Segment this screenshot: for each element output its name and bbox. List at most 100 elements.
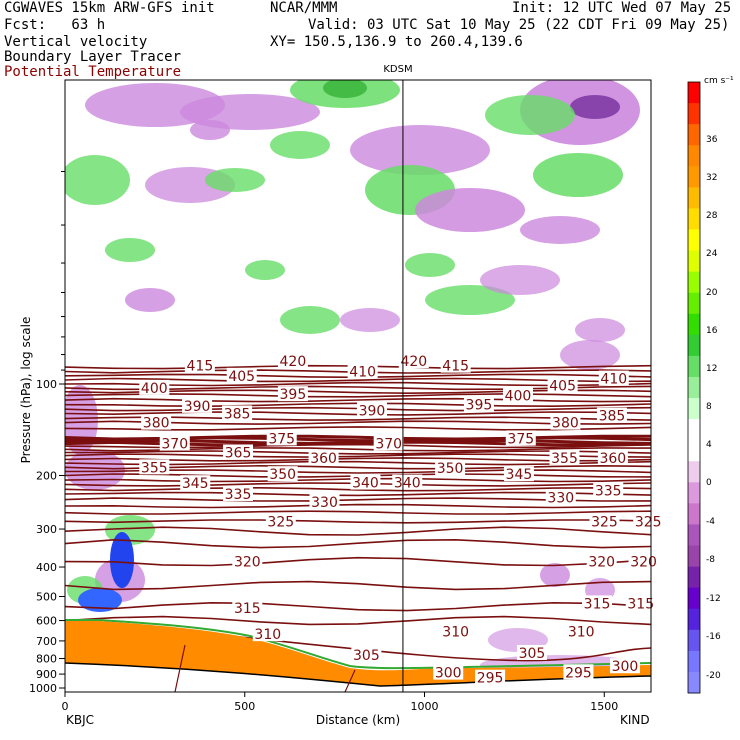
isentrope-label: 395 — [280, 387, 307, 403]
isentrope-label: 345 — [506, 467, 533, 483]
isentrope-label-bg — [277, 352, 308, 368]
isentrope-label-layer: 415 420 420 415 410 410 405 405 400 400 395 395 390 3… — [139, 352, 664, 687]
isentrope-label-bg — [141, 414, 172, 430]
isentrope-label-bg — [549, 449, 580, 465]
right-station-label: KIND — [620, 713, 650, 727]
axes-layer: 0 500 1000 15001002003004005006007008009001… — [29, 79, 652, 713]
colorbar-swatch — [688, 208, 700, 230]
colorbar-swatch — [688, 650, 700, 673]
colorbar-swatch — [688, 250, 700, 273]
colorbar-label: 0 — [706, 478, 712, 488]
velocity-shade — [280, 306, 340, 334]
isentrope-label: 335 — [225, 487, 252, 503]
velocity-shade — [520, 216, 600, 244]
isentrope-label-bg — [180, 475, 211, 491]
isentrope-label-bg — [356, 402, 387, 418]
isentrope-label: 415 — [187, 359, 214, 375]
colorbar-swatch — [688, 440, 700, 462]
section-endpoints: XY= 150.5,136.9 to 260.4,139.6 — [270, 34, 523, 50]
y-tick-label: 900 — [36, 668, 57, 681]
isentrope-label-bg — [440, 357, 471, 373]
isentrope-label-bg — [223, 485, 254, 501]
colorbar-swatch — [688, 229, 700, 252]
isentrope-label: 330 — [311, 495, 338, 511]
isentrope-label-bg — [347, 363, 378, 379]
isentrope-label-bg — [633, 513, 664, 529]
velocity-shade — [533, 153, 623, 197]
isentrope-label: 375 — [268, 431, 295, 447]
station-marker-label: KDSM — [383, 64, 412, 75]
isentrope-line — [174, 644, 356, 692]
isentrope-label: 315 — [627, 596, 654, 612]
isentrope-label-bg — [597, 449, 628, 465]
isentrope-label: 395 — [466, 398, 493, 414]
isentrope-label: 305 — [519, 646, 546, 662]
isentrope-label: 390 — [359, 403, 386, 419]
colorbar-label: 36 — [706, 135, 718, 145]
isentrope-label: 370 — [375, 437, 402, 453]
colorbar-swatch — [688, 82, 700, 104]
isentrope-label: 400 — [141, 381, 168, 397]
velocity-shade — [415, 188, 525, 232]
ground-line — [65, 662, 651, 687]
colorbar-swatch — [688, 482, 700, 504]
velocity-shade — [245, 260, 285, 280]
velocity-shade — [405, 253, 455, 277]
velocity-shade — [65, 155, 130, 205]
isentrope-label: 350 — [269, 467, 296, 483]
isentrope-line — [65, 503, 651, 509]
isentrope-label: 375 — [507, 431, 534, 447]
colorbar-label: 4 — [706, 440, 712, 450]
colorbar-swatch — [688, 545, 700, 568]
velocity-shade — [110, 532, 134, 588]
colorbar-label: 24 — [706, 249, 718, 259]
isentrope-label-bg — [267, 466, 298, 482]
isentrope-label: 380 — [552, 416, 579, 432]
velocity-shade — [485, 95, 575, 135]
isentrope-label: 340 — [394, 476, 421, 492]
isentrope-line — [65, 615, 651, 626]
isentrope-label: 325 — [267, 514, 294, 530]
isentrope-label: 340 — [352, 476, 379, 492]
isentrope-line — [65, 526, 651, 536]
isentrope-label-bg — [392, 474, 423, 490]
colorbar-label: -12 — [706, 594, 721, 604]
isentrope-label-bg — [139, 459, 170, 475]
isentrope-label-bg — [589, 513, 620, 529]
colorbar-swatch — [688, 461, 700, 483]
isentrope-label-bg — [609, 658, 640, 674]
x-tick-label: 0 — [62, 700, 69, 713]
isentrope-label: 305 — [353, 648, 380, 664]
ground-fill — [65, 663, 651, 692]
y-tick-label: 300 — [36, 523, 57, 536]
colorbar-label: 8 — [706, 402, 712, 412]
colorbar-swatch — [688, 292, 700, 315]
isentrope-label-bg — [547, 377, 578, 393]
isentrope-label: 330 — [547, 490, 574, 506]
isentrope-label-bg — [308, 449, 339, 465]
colorbar-label: 20 — [706, 288, 718, 298]
colorbar-swatch — [688, 124, 700, 146]
velocity-shade — [323, 80, 367, 98]
velocity-shade — [425, 285, 515, 315]
colorbar-swatch — [688, 145, 700, 167]
isentrope-label: 295 — [477, 671, 504, 687]
isentrope-label: 405 — [228, 369, 255, 385]
isentrope-label-bg — [593, 482, 624, 498]
isentrope-label: 360 — [310, 451, 337, 467]
isentrope-label: 345 — [182, 476, 209, 492]
isentrope-label: 295 — [565, 665, 592, 681]
isentrope-label: 400 — [505, 388, 532, 404]
velocity-shade — [560, 340, 620, 370]
isentrope-label: 385 — [224, 406, 251, 422]
isentrope-label: 415 — [442, 359, 469, 375]
valid-time: Valid: 03 UTC Sat 10 May 25 (22 CDT Fri … — [308, 17, 730, 33]
colorbar-swatch — [688, 355, 700, 378]
velocity-shade — [575, 318, 625, 342]
velocity-shade — [570, 95, 620, 119]
velocity-shade — [350, 125, 490, 175]
isentrope-label: 355 — [141, 460, 168, 476]
colorbar-swatch — [688, 334, 700, 357]
isentrope-label-bg — [586, 553, 617, 569]
